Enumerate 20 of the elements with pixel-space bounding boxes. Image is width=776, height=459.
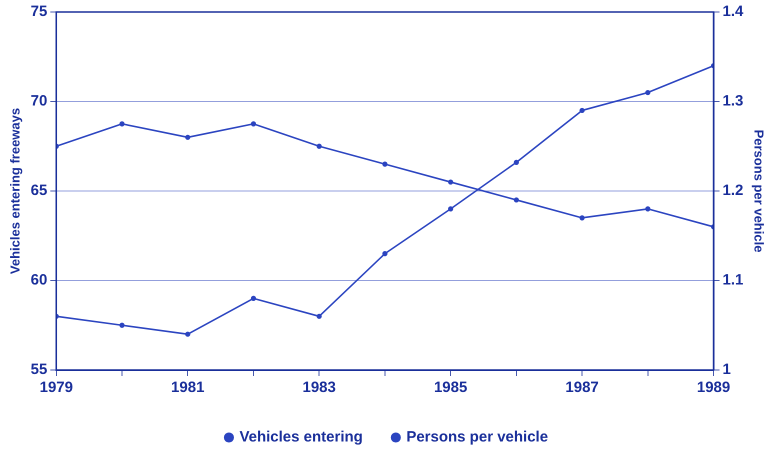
y-tick-label: 55	[30, 361, 48, 378]
legend-label: Persons per vehicle	[406, 428, 548, 446]
x-tick-label: 1981	[171, 379, 204, 396]
y2-axis-title: Persons per vehicle	[752, 130, 767, 252]
y-tick-label: 60	[30, 272, 48, 289]
y-axis-title: Vehicles entering freeways	[7, 108, 22, 274]
y2-tick-label: 1.4	[722, 3, 744, 20]
x-tick-label: 1987	[565, 379, 599, 396]
x-tick-label: 1989	[696, 379, 730, 396]
y-tick-label: 65	[30, 182, 48, 200]
x-tick-label: 1985	[434, 379, 468, 396]
x-tick-label: 1983	[302, 379, 336, 396]
y2-tick-label: 1	[722, 361, 731, 378]
y-tick-label: 70	[30, 92, 48, 110]
y2-tick-label: 1.3	[722, 92, 744, 110]
y2-tick-label: 1.2	[722, 182, 744, 200]
y-tick-label: 75	[30, 3, 48, 20]
x-tick-label: 1979	[40, 379, 73, 396]
legend-label: Vehicles entering	[239, 428, 363, 446]
y2-tick-label: 1.1	[722, 272, 744, 289]
